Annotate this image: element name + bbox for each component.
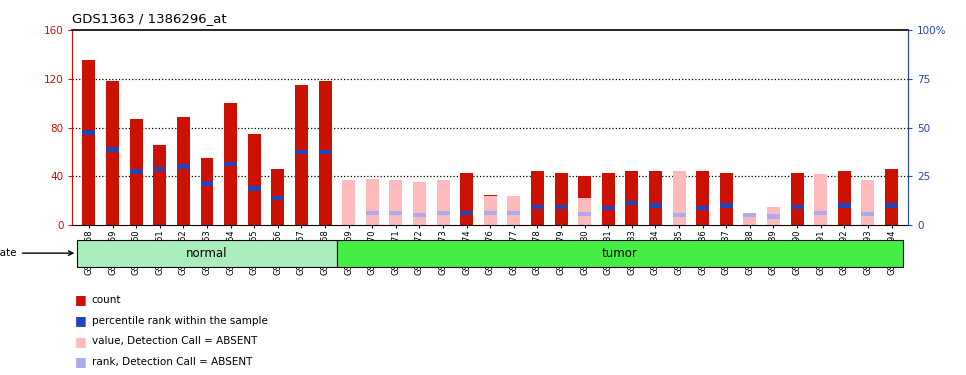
Text: ■: ■ xyxy=(75,314,87,327)
Bar xyxy=(838,171,851,225)
Bar xyxy=(885,203,898,208)
Bar xyxy=(862,212,874,216)
Bar xyxy=(720,172,733,225)
Bar xyxy=(247,186,261,190)
Bar xyxy=(295,85,308,225)
Bar xyxy=(579,176,591,198)
Text: tumor: tumor xyxy=(602,247,638,259)
Bar xyxy=(82,60,96,225)
Bar xyxy=(554,172,568,225)
Bar xyxy=(366,211,379,215)
Bar xyxy=(790,172,804,225)
Bar xyxy=(412,213,426,217)
Text: count: count xyxy=(92,295,122,305)
Text: ■: ■ xyxy=(75,294,87,306)
Bar xyxy=(82,130,96,135)
Bar xyxy=(602,172,614,225)
Bar xyxy=(744,213,756,217)
Bar xyxy=(319,150,331,154)
Bar xyxy=(767,207,780,225)
Bar xyxy=(201,182,213,186)
Bar xyxy=(696,171,709,225)
Bar xyxy=(437,180,449,225)
Bar xyxy=(177,164,190,169)
Bar xyxy=(484,196,497,225)
Bar xyxy=(625,201,639,205)
Bar xyxy=(342,180,355,225)
Bar xyxy=(507,196,521,225)
Bar xyxy=(531,205,544,209)
Text: GDS1363 / 1386296_at: GDS1363 / 1386296_at xyxy=(72,12,227,25)
Bar xyxy=(177,117,190,225)
Bar xyxy=(412,182,426,225)
Bar xyxy=(672,171,686,225)
Bar xyxy=(224,103,237,225)
Bar xyxy=(389,180,402,225)
Bar xyxy=(531,171,544,225)
Bar xyxy=(767,214,780,219)
Text: rank, Detection Call = ABSENT: rank, Detection Call = ABSENT xyxy=(92,357,252,367)
Bar xyxy=(437,211,449,215)
Bar xyxy=(224,162,237,166)
Bar xyxy=(484,195,497,196)
Bar xyxy=(201,158,213,225)
Bar xyxy=(154,167,166,171)
Bar xyxy=(129,169,143,174)
Text: value, Detection Call = ABSENT: value, Detection Call = ABSENT xyxy=(92,336,257,346)
Bar xyxy=(460,172,473,225)
Bar xyxy=(460,211,473,215)
Bar xyxy=(366,179,379,225)
Text: disease state: disease state xyxy=(0,248,72,258)
Bar xyxy=(672,213,686,217)
Bar xyxy=(129,119,143,225)
Bar xyxy=(77,240,337,267)
Bar xyxy=(838,203,851,208)
Bar xyxy=(814,174,827,225)
Bar xyxy=(744,213,756,225)
Bar xyxy=(696,206,709,210)
Bar xyxy=(602,206,614,210)
Bar xyxy=(649,171,662,225)
Bar xyxy=(885,169,898,225)
Bar xyxy=(579,198,591,225)
Bar xyxy=(106,81,119,225)
Bar xyxy=(507,211,521,215)
Bar xyxy=(484,211,497,215)
Bar xyxy=(389,211,402,215)
Bar xyxy=(720,203,733,208)
Bar xyxy=(579,212,591,216)
Bar xyxy=(790,205,804,209)
Bar xyxy=(106,147,119,152)
Bar xyxy=(271,169,284,225)
Bar xyxy=(271,196,284,200)
Bar xyxy=(625,171,639,225)
Bar xyxy=(247,134,261,225)
Bar xyxy=(319,81,331,225)
Text: normal: normal xyxy=(186,247,228,259)
Bar xyxy=(554,205,568,209)
Bar xyxy=(337,240,903,267)
Bar xyxy=(295,150,308,154)
Bar xyxy=(154,145,166,225)
Text: percentile rank within the sample: percentile rank within the sample xyxy=(92,316,268,326)
Text: ■: ■ xyxy=(75,335,87,348)
Bar xyxy=(862,180,874,225)
Bar xyxy=(814,211,827,215)
Text: ■: ■ xyxy=(75,356,87,368)
Bar xyxy=(649,203,662,208)
